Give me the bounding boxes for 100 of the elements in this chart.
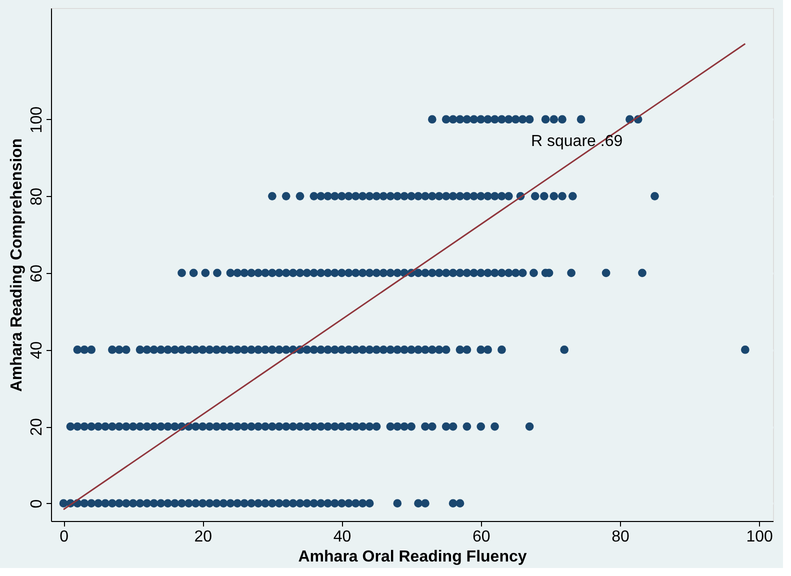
point: [226, 346, 235, 354]
point: [212, 422, 221, 431]
point: [316, 192, 326, 200]
point: [268, 499, 276, 508]
point: [136, 422, 144, 431]
point: [344, 499, 353, 508]
point: [462, 268, 472, 278]
point: [254, 268, 262, 278]
point: [358, 192, 367, 200]
point: [150, 346, 158, 354]
point: [456, 192, 464, 200]
point: [421, 346, 430, 354]
point: [393, 268, 402, 278]
point: [122, 422, 130, 431]
point: [87, 422, 96, 431]
point: [310, 499, 318, 508]
annotation: R square .69: [531, 133, 623, 150]
point: [442, 192, 450, 200]
point: [576, 115, 586, 124]
point: [470, 115, 478, 124]
point: [178, 499, 186, 508]
point: [365, 346, 374, 354]
point: [476, 268, 486, 278]
point: [114, 499, 124, 508]
point: [568, 192, 577, 200]
point: [282, 346, 290, 354]
point: [379, 192, 388, 200]
point: [274, 422, 284, 431]
point: [414, 192, 422, 200]
point: [421, 422, 430, 431]
point: [344, 422, 353, 431]
point: [288, 422, 298, 431]
point: [602, 268, 610, 278]
point: [198, 499, 207, 508]
point: [550, 115, 558, 124]
point: [316, 499, 326, 508]
point: [80, 346, 89, 354]
point: [268, 192, 276, 200]
point: [407, 192, 416, 200]
point: [358, 499, 367, 508]
point: [462, 115, 472, 124]
point: [421, 192, 430, 200]
point: [372, 192, 381, 200]
point: [164, 499, 172, 508]
point: [324, 499, 332, 508]
point: [393, 192, 402, 200]
point: [518, 268, 527, 278]
point: [490, 422, 499, 431]
point: [288, 268, 298, 278]
point: [274, 499, 284, 508]
point: [344, 346, 353, 354]
point: [414, 499, 422, 508]
point: [428, 346, 436, 354]
point: [448, 192, 458, 200]
point: [302, 346, 312, 354]
point: [94, 422, 102, 431]
point: [379, 346, 388, 354]
point: [80, 422, 89, 431]
point: [73, 422, 82, 431]
point: [504, 115, 513, 124]
point: [567, 268, 576, 278]
point: [87, 499, 96, 508]
point: [128, 499, 138, 508]
y-tick-label: 100: [28, 106, 46, 134]
point: [156, 499, 166, 508]
point: [330, 422, 339, 431]
point: [254, 499, 262, 508]
point: [254, 346, 262, 354]
point: [498, 115, 506, 124]
point: [414, 268, 422, 278]
point: [324, 268, 332, 278]
point: [518, 115, 527, 124]
point: [525, 115, 534, 124]
point: [372, 268, 381, 278]
point: [428, 422, 436, 431]
point: [365, 499, 374, 508]
point: [414, 346, 422, 354]
point: [550, 192, 558, 200]
point: [476, 422, 486, 431]
point: [66, 422, 75, 431]
point: [247, 268, 256, 278]
point: [233, 499, 242, 508]
point: [442, 115, 450, 124]
point: [170, 499, 179, 508]
point: [108, 346, 116, 354]
point: [164, 346, 172, 354]
point: [156, 346, 166, 354]
point: [205, 422, 214, 431]
point: [511, 115, 520, 124]
point: [170, 346, 179, 354]
point: [219, 499, 228, 508]
point: [219, 422, 228, 431]
point: [456, 268, 464, 278]
point: [184, 499, 193, 508]
point: [421, 499, 430, 508]
point: [150, 422, 158, 431]
point: [191, 346, 200, 354]
point: [59, 499, 68, 508]
point: [541, 115, 550, 124]
point: [386, 346, 395, 354]
